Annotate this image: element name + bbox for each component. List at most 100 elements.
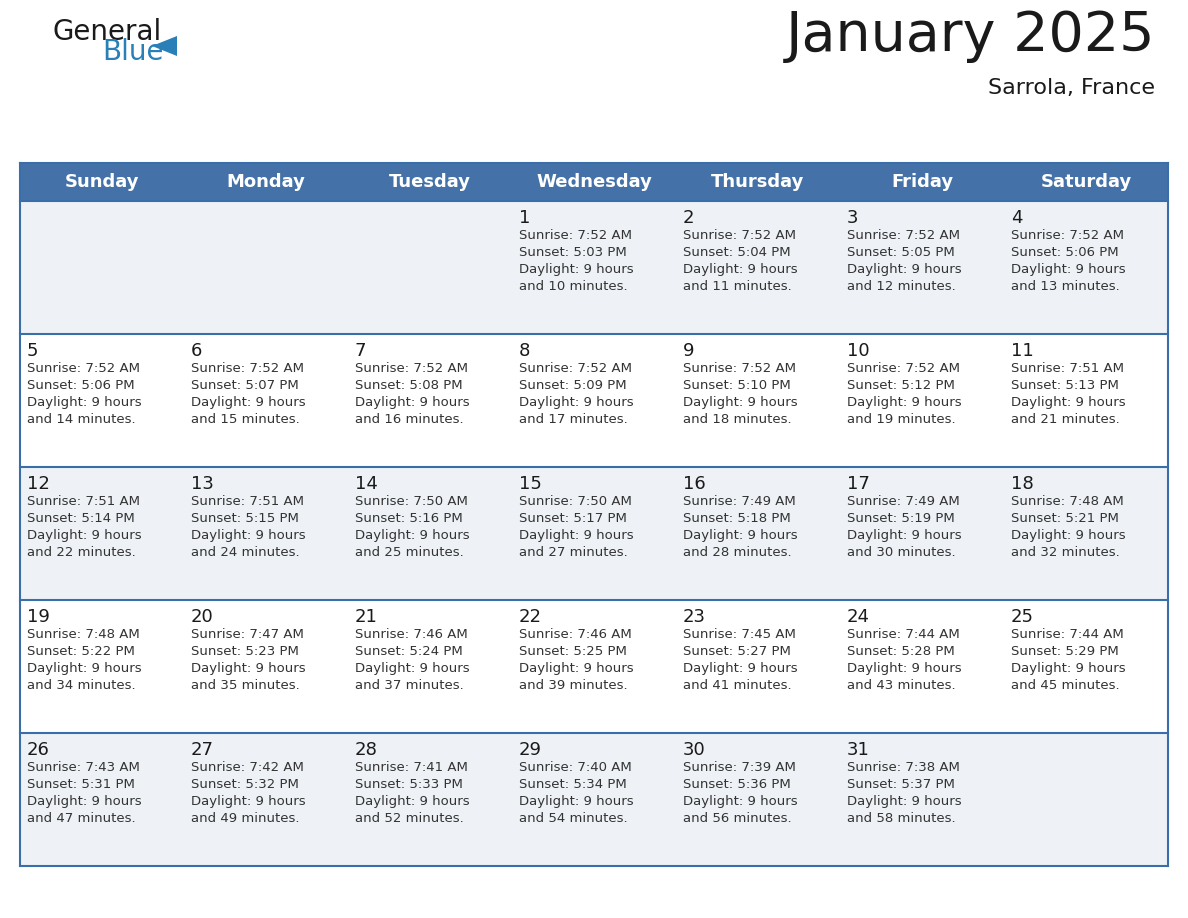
Text: Sunrise: 7:52 AM: Sunrise: 7:52 AM [519,362,632,375]
Text: Daylight: 9 hours: Daylight: 9 hours [355,396,469,409]
Text: Sunset: 5:22 PM: Sunset: 5:22 PM [27,645,135,658]
Text: Thursday: Thursday [712,173,804,191]
Text: Daylight: 9 hours: Daylight: 9 hours [1011,263,1125,276]
Text: 11: 11 [1011,342,1034,360]
Text: Sunset: 5:03 PM: Sunset: 5:03 PM [519,246,627,259]
Text: Daylight: 9 hours: Daylight: 9 hours [519,662,633,675]
Text: Sunrise: 7:38 AM: Sunrise: 7:38 AM [847,761,960,774]
Text: Sunset: 5:19 PM: Sunset: 5:19 PM [847,512,955,525]
Text: Sunrise: 7:52 AM: Sunrise: 7:52 AM [847,362,960,375]
Text: Sunrise: 7:51 AM: Sunrise: 7:51 AM [191,495,304,508]
Text: Sunset: 5:23 PM: Sunset: 5:23 PM [191,645,299,658]
Text: Daylight: 9 hours: Daylight: 9 hours [683,795,797,808]
Text: and 39 minutes.: and 39 minutes. [519,679,627,692]
Text: Sunset: 5:24 PM: Sunset: 5:24 PM [355,645,463,658]
Text: Daylight: 9 hours: Daylight: 9 hours [27,662,141,675]
Text: and 19 minutes.: and 19 minutes. [847,413,955,426]
Text: Sunset: 5:34 PM: Sunset: 5:34 PM [519,778,627,791]
Text: Sunrise: 7:45 AM: Sunrise: 7:45 AM [683,628,796,641]
Text: Daylight: 9 hours: Daylight: 9 hours [847,263,961,276]
Text: 7: 7 [355,342,367,360]
Text: Sunrise: 7:44 AM: Sunrise: 7:44 AM [847,628,960,641]
Text: and 22 minutes.: and 22 minutes. [27,546,135,559]
Text: and 14 minutes.: and 14 minutes. [27,413,135,426]
Text: Saturday: Saturday [1041,173,1132,191]
Text: Sunrise: 7:48 AM: Sunrise: 7:48 AM [27,628,140,641]
Text: 18: 18 [1011,475,1034,493]
Text: Sunset: 5:33 PM: Sunset: 5:33 PM [355,778,463,791]
Text: 31: 31 [847,741,870,759]
Text: Sunrise: 7:47 AM: Sunrise: 7:47 AM [191,628,304,641]
Text: and 12 minutes.: and 12 minutes. [847,280,956,293]
Text: Friday: Friday [891,173,953,191]
Text: Daylight: 9 hours: Daylight: 9 hours [355,662,469,675]
Text: Sunset: 5:06 PM: Sunset: 5:06 PM [27,379,134,392]
Text: Sunrise: 7:49 AM: Sunrise: 7:49 AM [683,495,796,508]
Text: and 11 minutes.: and 11 minutes. [683,280,791,293]
Text: Sunset: 5:31 PM: Sunset: 5:31 PM [27,778,135,791]
Text: 5: 5 [27,342,38,360]
Text: and 37 minutes.: and 37 minutes. [355,679,463,692]
Text: 10: 10 [847,342,870,360]
Text: and 17 minutes.: and 17 minutes. [519,413,627,426]
Text: Sunrise: 7:46 AM: Sunrise: 7:46 AM [519,628,632,641]
Text: Sunset: 5:27 PM: Sunset: 5:27 PM [683,645,791,658]
Text: 12: 12 [27,475,50,493]
Text: Sunset: 5:07 PM: Sunset: 5:07 PM [191,379,298,392]
Bar [20,201,1168,334]
Text: Sunrise: 7:52 AM: Sunrise: 7:52 AM [1011,229,1124,242]
Text: and 47 minutes.: and 47 minutes. [27,812,135,825]
Text: 21: 21 [355,608,378,626]
Text: Sunset: 5:15 PM: Sunset: 5:15 PM [191,512,299,525]
Bar [20,334,1168,467]
Bar [20,467,1168,600]
Text: 8: 8 [519,342,530,360]
Text: Daylight: 9 hours: Daylight: 9 hours [355,529,469,542]
Text: 16: 16 [683,475,706,493]
Text: and 54 minutes.: and 54 minutes. [519,812,627,825]
Text: 25: 25 [1011,608,1034,626]
Text: and 49 minutes.: and 49 minutes. [191,812,299,825]
Text: and 18 minutes.: and 18 minutes. [683,413,791,426]
Text: Wednesday: Wednesday [536,173,652,191]
Text: Sunday: Sunday [65,173,139,191]
Text: Monday: Monday [227,173,305,191]
Text: Sunset: 5:32 PM: Sunset: 5:32 PM [191,778,299,791]
Text: and 24 minutes.: and 24 minutes. [191,546,299,559]
Text: 23: 23 [683,608,706,626]
Text: 6: 6 [191,342,202,360]
Text: Daylight: 9 hours: Daylight: 9 hours [27,396,141,409]
Text: 1: 1 [519,209,530,227]
Text: Daylight: 9 hours: Daylight: 9 hours [191,662,305,675]
Text: Sunset: 5:12 PM: Sunset: 5:12 PM [847,379,955,392]
Text: Daylight: 9 hours: Daylight: 9 hours [27,795,141,808]
Text: and 30 minutes.: and 30 minutes. [847,546,955,559]
Text: Daylight: 9 hours: Daylight: 9 hours [1011,396,1125,409]
Text: 3: 3 [847,209,859,227]
Text: Sunrise: 7:41 AM: Sunrise: 7:41 AM [355,761,468,774]
Text: Sunrise: 7:52 AM: Sunrise: 7:52 AM [847,229,960,242]
Text: Sunset: 5:25 PM: Sunset: 5:25 PM [519,645,627,658]
Text: Sunrise: 7:52 AM: Sunrise: 7:52 AM [683,362,796,375]
Text: Daylight: 9 hours: Daylight: 9 hours [519,263,633,276]
Text: and 58 minutes.: and 58 minutes. [847,812,955,825]
Text: and 27 minutes.: and 27 minutes. [519,546,627,559]
Text: and 10 minutes.: and 10 minutes. [519,280,627,293]
Text: 4: 4 [1011,209,1023,227]
Text: Daylight: 9 hours: Daylight: 9 hours [683,396,797,409]
Bar [20,600,1168,733]
Text: Sunrise: 7:39 AM: Sunrise: 7:39 AM [683,761,796,774]
Text: and 34 minutes.: and 34 minutes. [27,679,135,692]
Text: Daylight: 9 hours: Daylight: 9 hours [847,662,961,675]
Text: Daylight: 9 hours: Daylight: 9 hours [847,396,961,409]
Text: 24: 24 [847,608,870,626]
Text: 29: 29 [519,741,542,759]
Text: Sunset: 5:14 PM: Sunset: 5:14 PM [27,512,134,525]
Text: 2: 2 [683,209,695,227]
Text: Daylight: 9 hours: Daylight: 9 hours [519,396,633,409]
Text: Tuesday: Tuesday [388,173,470,191]
Text: Sunset: 5:10 PM: Sunset: 5:10 PM [683,379,791,392]
Text: Sunset: 5:13 PM: Sunset: 5:13 PM [1011,379,1119,392]
Text: Sunrise: 7:46 AM: Sunrise: 7:46 AM [355,628,468,641]
Text: Sunset: 5:17 PM: Sunset: 5:17 PM [519,512,627,525]
